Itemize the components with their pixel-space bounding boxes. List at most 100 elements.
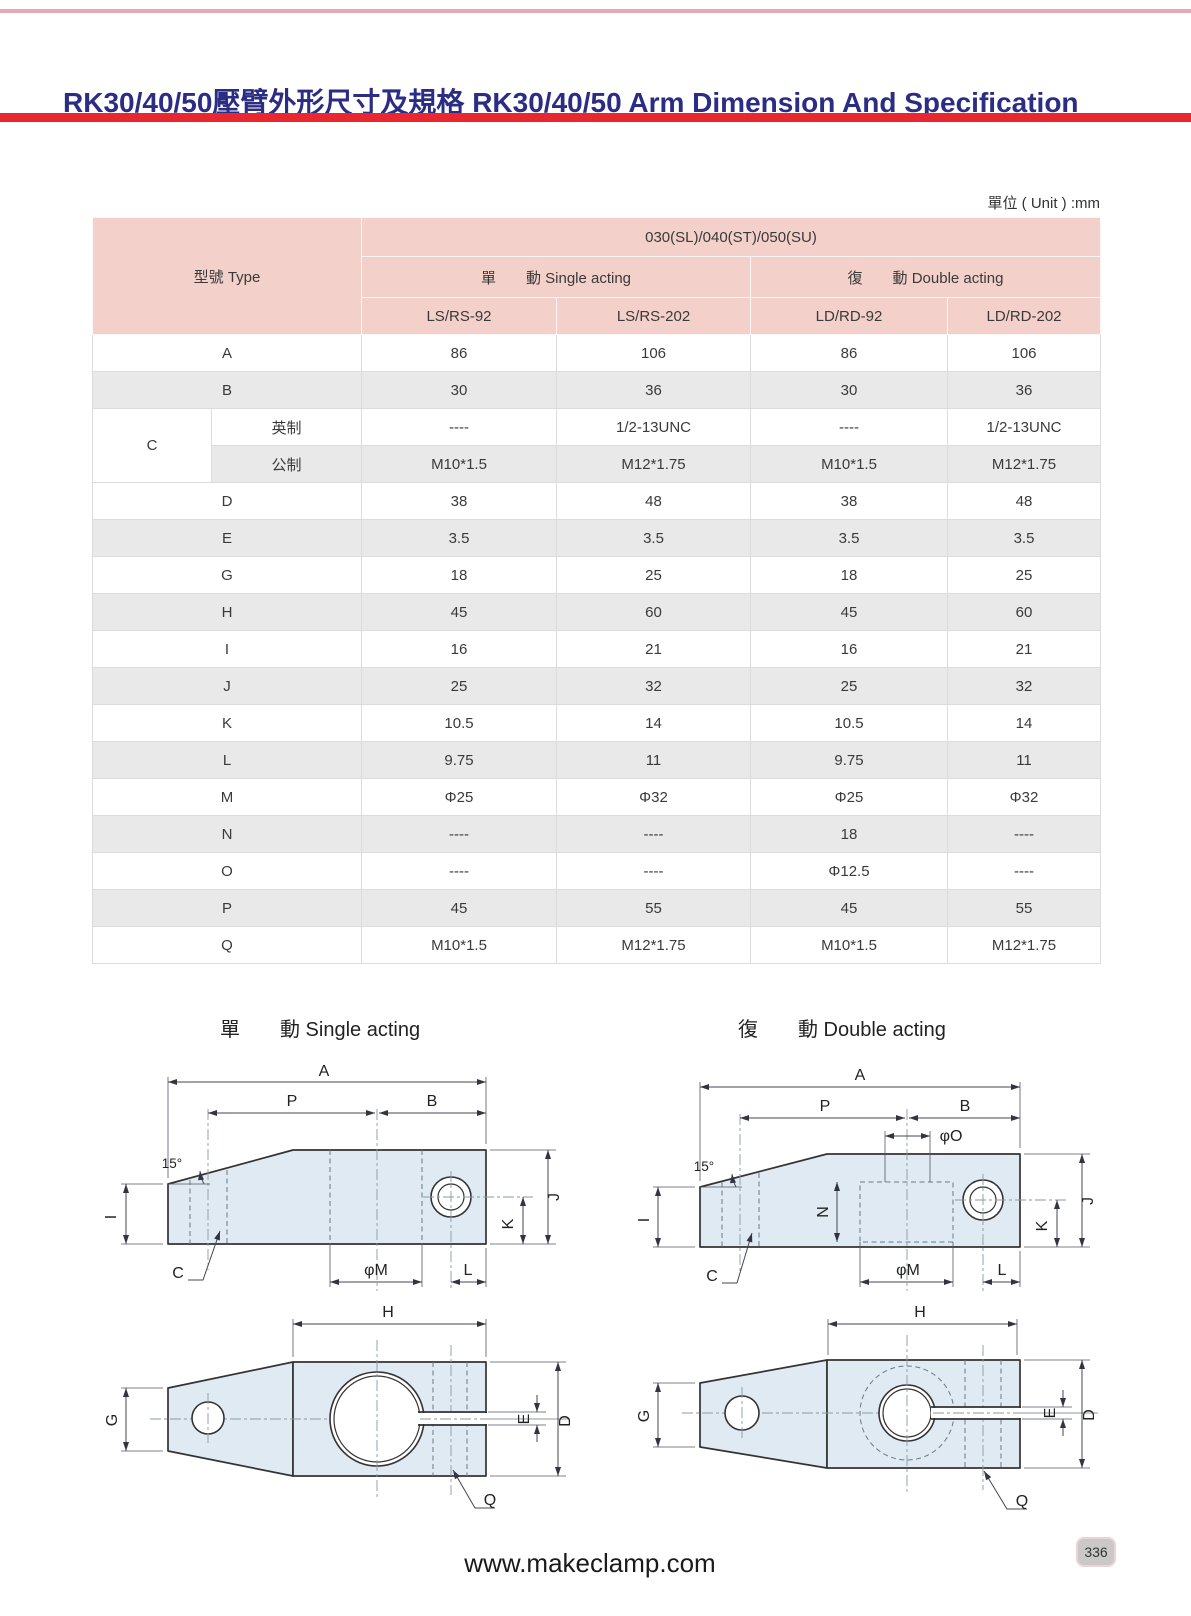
cell-value: 86 bbox=[361, 334, 557, 372]
cell-value: 18 bbox=[750, 556, 948, 594]
row-label: K bbox=[92, 704, 362, 742]
row-label: J bbox=[92, 667, 362, 705]
cell-value: ---- bbox=[750, 408, 948, 446]
footer-url: www.makeclamp.com bbox=[464, 1548, 716, 1578]
single-acting-header: 單 動 Single acting bbox=[361, 256, 751, 298]
cell-value: 60 bbox=[556, 593, 751, 631]
dim-label-p: P bbox=[287, 1093, 298, 1110]
cell-value: 45 bbox=[361, 889, 557, 927]
cell-value: 38 bbox=[750, 482, 948, 520]
table-row: C 英制 ---- 1/2-13UNC ---- 1/2-13UNC bbox=[92, 408, 1101, 483]
cell-value: Φ25 bbox=[361, 778, 557, 816]
row-label: O bbox=[92, 852, 362, 890]
unit-label: 單位 ( Unit ) :mm bbox=[987, 195, 1101, 212]
row-sublabel: 英制 bbox=[211, 408, 362, 446]
dim-label-g: G bbox=[636, 1410, 653, 1422]
row-label: B bbox=[92, 371, 362, 409]
table-row: A 86 106 86 106 bbox=[92, 334, 1101, 372]
model-header: LD/RD-92 bbox=[750, 297, 948, 335]
cell-value: ---- bbox=[361, 408, 557, 446]
dim-label-b: B bbox=[427, 1093, 438, 1110]
cell-value: 14 bbox=[556, 704, 751, 742]
cell-value: M10*1.5 bbox=[361, 445, 557, 483]
model-header: LS/RS-202 bbox=[556, 297, 751, 335]
dim-label-d: D bbox=[1081, 1409, 1098, 1421]
cell-value: Φ25 bbox=[750, 778, 948, 816]
dim-label-g: G bbox=[104, 1414, 121, 1426]
spec-table-header: 型號 Type 030(SL)/040(ST)/050(SU) 單 動 Sing… bbox=[92, 217, 1101, 335]
cell-value: M12*1.75 bbox=[556, 445, 751, 483]
cell-value: 32 bbox=[947, 667, 1101, 705]
dim-label-a: A bbox=[319, 1063, 330, 1080]
table-row: D 38 48 38 48 bbox=[92, 482, 1101, 520]
dim-label-l: L bbox=[464, 1262, 473, 1279]
dim-label-k: K bbox=[500, 1218, 517, 1229]
dim-label-e: E bbox=[1042, 1408, 1059, 1419]
dim-label-j: J bbox=[1080, 1197, 1097, 1205]
cell-value: 11 bbox=[556, 741, 751, 779]
dim-label-j: J bbox=[546, 1193, 563, 1201]
cell-value: M10*1.5 bbox=[750, 445, 948, 483]
cell-value: 1/2-13UNC bbox=[947, 408, 1101, 446]
row-label: G bbox=[92, 556, 362, 594]
row-label: C bbox=[92, 408, 212, 483]
row-label: N bbox=[92, 815, 362, 853]
cell-value: ---- bbox=[947, 852, 1101, 890]
cell-value: 55 bbox=[556, 889, 751, 927]
cell-value: M10*1.5 bbox=[750, 926, 948, 964]
dim-label-angle: 15° bbox=[162, 1156, 182, 1171]
dim-label-c: C bbox=[172, 1265, 184, 1282]
cell-value: 10.5 bbox=[361, 704, 557, 742]
row-label: H bbox=[92, 593, 362, 631]
dim-label-l: L bbox=[998, 1262, 1007, 1279]
row-label: E bbox=[92, 519, 362, 557]
table-row: O ---- ---- Φ12.5 ---- bbox=[92, 852, 1101, 890]
cell-value: 36 bbox=[556, 371, 751, 409]
dim-label-phi-o: φO bbox=[940, 1128, 963, 1145]
dim-label-h: H bbox=[914, 1304, 926, 1321]
cell-value: 9.75 bbox=[750, 741, 948, 779]
cell-value: 86 bbox=[750, 334, 948, 372]
cell-value: ---- bbox=[947, 815, 1101, 853]
dim-label-q: Q bbox=[1016, 1493, 1028, 1510]
cell-value: 3.5 bbox=[556, 519, 751, 557]
page-title: RK30/40/50壓臂外形尺寸及規格 RK30/40/50 Arm Dimen… bbox=[63, 86, 1079, 118]
cell-value: 106 bbox=[947, 334, 1101, 372]
cell-value: ---- bbox=[361, 852, 557, 890]
series-header: 030(SL)/040(ST)/050(SU) bbox=[361, 217, 1101, 257]
cell-value: 38 bbox=[361, 482, 557, 520]
dim-label-e: E bbox=[516, 1414, 533, 1425]
table-row: L 9.75 11 9.75 11 bbox=[92, 741, 1101, 779]
cell-value: 25 bbox=[750, 667, 948, 705]
table-row: Q M10*1.5 M12*1.75 M10*1.5 M12*1.75 bbox=[92, 926, 1101, 964]
table-row: E 3.5 3.5 3.5 3.5 bbox=[92, 519, 1101, 557]
table-row: M Φ25 Φ32 Φ25 Φ32 bbox=[92, 778, 1101, 816]
row-label: P bbox=[92, 889, 362, 927]
single-acting-drawing-heading: 單 動 Single acting bbox=[220, 1019, 421, 1041]
cell-value: 11 bbox=[947, 741, 1101, 779]
table-row: 公制 M10*1.5 M12*1.75 M10*1.5 M12*1.75 bbox=[93, 445, 1101, 483]
row-label: M bbox=[92, 778, 362, 816]
table-row: I 16 21 16 21 bbox=[92, 630, 1101, 668]
cell-value: 16 bbox=[361, 630, 557, 668]
dim-label-h: H bbox=[382, 1304, 394, 1321]
spec-table-body: A 86 106 86 106 B 30 36 30 36 C 英制 ---- 1/2-13UNC ----… bbox=[92, 334, 1101, 964]
cell-value: 14 bbox=[947, 704, 1101, 742]
cell-value: ---- bbox=[361, 815, 557, 853]
cell-value: 21 bbox=[556, 630, 751, 668]
model-header: LD/RD-202 bbox=[947, 297, 1101, 335]
cell-value: 30 bbox=[361, 371, 557, 409]
type-header: 型號 Type bbox=[92, 217, 362, 335]
dim-label-k: K bbox=[1034, 1220, 1051, 1231]
double-acting-header: 復 動 Double acting bbox=[750, 256, 1101, 298]
cell-value: 45 bbox=[750, 593, 948, 631]
dim-label-a: A bbox=[855, 1067, 866, 1084]
cell-value: M12*1.75 bbox=[947, 445, 1101, 483]
table-row: H 45 60 45 60 bbox=[92, 593, 1101, 631]
cell-value: M12*1.75 bbox=[947, 926, 1101, 964]
dim-label-c: C bbox=[706, 1268, 718, 1285]
cell-value: 32 bbox=[556, 667, 751, 705]
cell-value: 45 bbox=[361, 593, 557, 631]
cell-value: 16 bbox=[750, 630, 948, 668]
